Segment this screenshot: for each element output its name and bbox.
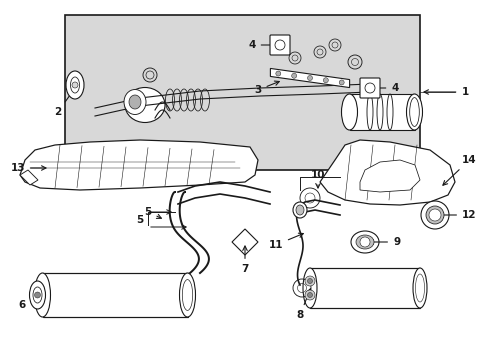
Ellipse shape bbox=[124, 90, 146, 114]
Circle shape bbox=[35, 292, 41, 298]
Text: 11: 11 bbox=[268, 233, 303, 250]
Circle shape bbox=[275, 71, 280, 76]
Circle shape bbox=[72, 82, 78, 88]
Text: 3: 3 bbox=[254, 81, 279, 95]
Ellipse shape bbox=[179, 273, 195, 317]
Circle shape bbox=[428, 209, 440, 221]
Ellipse shape bbox=[35, 273, 50, 317]
Ellipse shape bbox=[420, 201, 448, 229]
Ellipse shape bbox=[341, 94, 357, 130]
Ellipse shape bbox=[350, 231, 378, 253]
Polygon shape bbox=[231, 229, 258, 255]
Ellipse shape bbox=[355, 235, 373, 249]
Ellipse shape bbox=[303, 268, 316, 308]
Text: 13: 13 bbox=[10, 163, 46, 173]
Text: 14: 14 bbox=[442, 155, 476, 185]
Polygon shape bbox=[319, 140, 454, 205]
Polygon shape bbox=[20, 140, 258, 190]
Ellipse shape bbox=[292, 202, 306, 218]
Circle shape bbox=[359, 237, 369, 247]
Text: 6: 6 bbox=[19, 291, 40, 310]
Text: 5: 5 bbox=[136, 215, 142, 225]
Circle shape bbox=[307, 279, 312, 284]
Bar bbox=[309, 268, 419, 308]
Text: 12: 12 bbox=[438, 210, 475, 220]
Text: 7: 7 bbox=[241, 246, 248, 274]
Circle shape bbox=[305, 290, 314, 300]
Circle shape bbox=[307, 292, 312, 297]
Ellipse shape bbox=[425, 206, 443, 224]
Text: 8: 8 bbox=[296, 289, 310, 320]
Ellipse shape bbox=[129, 95, 141, 109]
Ellipse shape bbox=[412, 268, 426, 308]
Ellipse shape bbox=[125, 87, 164, 122]
Ellipse shape bbox=[29, 281, 45, 309]
Circle shape bbox=[323, 78, 327, 83]
Ellipse shape bbox=[70, 77, 80, 93]
Ellipse shape bbox=[33, 287, 42, 303]
Circle shape bbox=[339, 80, 344, 85]
Polygon shape bbox=[270, 68, 349, 87]
Ellipse shape bbox=[66, 71, 84, 99]
Circle shape bbox=[307, 76, 312, 81]
Text: 4: 4 bbox=[248, 40, 275, 50]
Text: 2: 2 bbox=[54, 91, 73, 117]
Text: 9: 9 bbox=[368, 237, 399, 247]
Text: 4: 4 bbox=[373, 83, 398, 93]
FancyBboxPatch shape bbox=[359, 78, 379, 98]
Text: 10: 10 bbox=[310, 170, 325, 180]
Ellipse shape bbox=[295, 205, 304, 215]
Bar bbox=[349, 94, 414, 130]
Ellipse shape bbox=[406, 94, 422, 130]
Circle shape bbox=[305, 276, 314, 286]
Circle shape bbox=[291, 73, 296, 78]
FancyBboxPatch shape bbox=[269, 35, 289, 55]
Bar bbox=[42, 273, 187, 317]
Polygon shape bbox=[20, 170, 38, 185]
Text: 1: 1 bbox=[423, 87, 468, 97]
Text: 5: 5 bbox=[144, 207, 161, 219]
FancyBboxPatch shape bbox=[65, 15, 419, 170]
Polygon shape bbox=[359, 160, 419, 192]
